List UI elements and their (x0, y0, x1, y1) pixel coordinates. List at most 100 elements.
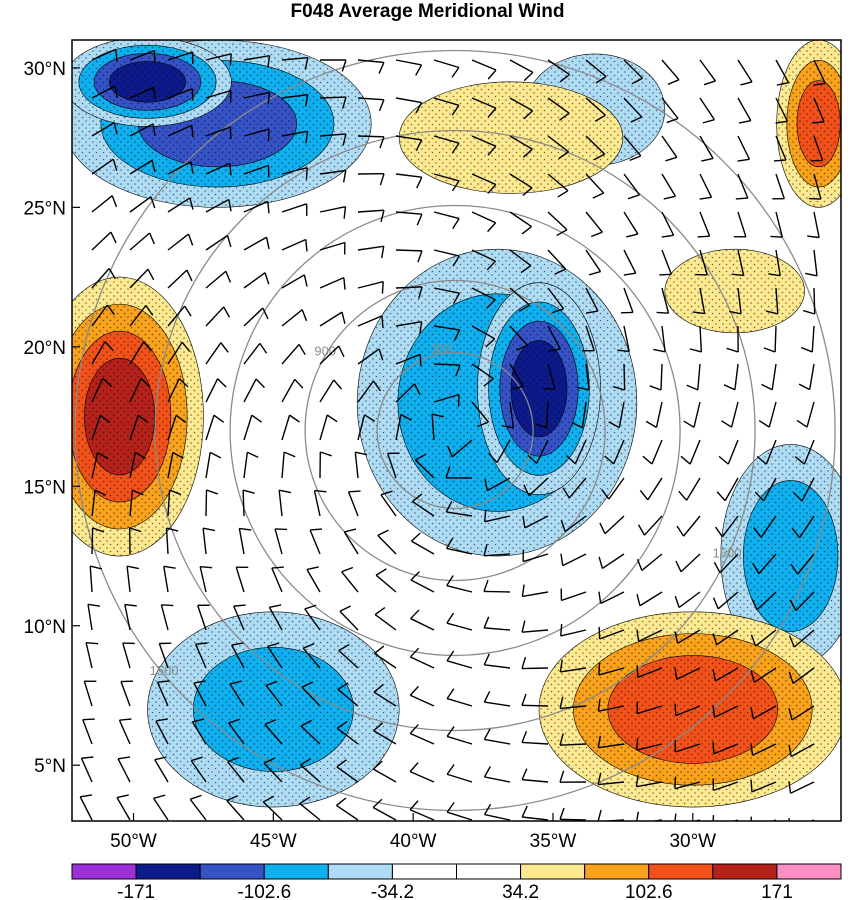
wind-barb (521, 730, 549, 745)
wind-barb (336, 759, 359, 783)
wind-barb (522, 549, 549, 563)
wind-barb (559, 696, 587, 710)
wind-barb (167, 341, 191, 365)
wind-barb (336, 720, 359, 745)
field-contour (398, 81, 624, 194)
colorbar-swatch (584, 863, 650, 880)
wind-barb (674, 629, 701, 644)
wind-barb (547, 135, 570, 160)
wind-barb (577, 363, 590, 391)
wind-barb (758, 401, 777, 428)
wind-barb (712, 629, 739, 646)
wind-barb (205, 451, 222, 479)
colorbar-swatch (648, 863, 714, 880)
wind-barb (763, 325, 777, 353)
wind-barb (752, 553, 777, 575)
wind-barb (608, 401, 625, 429)
wind-barb (309, 528, 323, 555)
wind-barb (226, 795, 245, 821)
wind-barb (675, 553, 701, 573)
wind-barb (167, 161, 194, 175)
wind-barb (129, 268, 155, 289)
wind-barb (623, 211, 639, 238)
wind-barb (661, 211, 675, 238)
wind-barb (357, 245, 385, 259)
wind-barb (521, 656, 549, 670)
wind-field-pos-w (72, 276, 204, 557)
wind-barb (559, 623, 587, 637)
wind-barb (395, 353, 422, 367)
wind-barb (765, 287, 779, 315)
wind-barb (242, 489, 255, 517)
wind-barb (676, 515, 701, 537)
wind-barb (559, 770, 587, 783)
wind-barb (264, 719, 283, 745)
wind-barb (674, 591, 701, 609)
wind-barb (386, 452, 400, 479)
wind-barb (656, 287, 670, 314)
wind-barb (445, 466, 473, 479)
wind-barb (509, 211, 532, 235)
wind-barb (661, 97, 679, 124)
wind-barb (281, 343, 306, 365)
wind-barb (768, 249, 781, 277)
wind-barb (446, 575, 473, 593)
wind-barb (446, 650, 473, 669)
wind-barb (91, 304, 115, 327)
wind-barb (263, 757, 283, 783)
wind-barb (409, 800, 435, 821)
wind-barb (281, 378, 304, 403)
field-contour (78, 45, 217, 119)
wind-barb (243, 378, 265, 403)
wind-barb (598, 626, 625, 640)
wind-barb (433, 393, 460, 407)
wind-barb (395, 97, 423, 114)
wind-barb (547, 249, 567, 275)
wind-barb (281, 238, 308, 252)
wind-barb (91, 158, 118, 175)
x-tick-label: 45°W (250, 831, 297, 852)
wind-barb (447, 439, 473, 458)
wind-barb (202, 527, 216, 555)
wind-barb (243, 164, 270, 178)
x-tick-label: 50°W (110, 831, 157, 852)
wind-barb (582, 325, 595, 352)
wind-barb (243, 272, 270, 289)
colorbar-swatch (327, 863, 393, 880)
wind-barb (336, 797, 359, 821)
field-contour (109, 61, 186, 103)
wind-barb (623, 97, 643, 123)
wind-barb (281, 414, 300, 441)
wind-barb (343, 528, 359, 555)
wind-barb (357, 209, 385, 223)
wind-barb (509, 59, 534, 82)
stipple-band (193, 647, 354, 772)
wind-barb (347, 490, 361, 517)
wind-barb (674, 740, 701, 753)
wind-barb (82, 718, 95, 745)
wind-barb (446, 801, 473, 821)
wind-barb (129, 341, 152, 365)
wind-barb (597, 772, 625, 786)
wind-barb (808, 173, 822, 200)
wind-barb (810, 135, 824, 162)
field-contour (499, 320, 579, 457)
wind-barb (205, 162, 232, 176)
wind-barb (585, 287, 599, 314)
colorbar-label: 102.6 (625, 882, 673, 900)
wind-barb (235, 566, 249, 593)
wind-barb (155, 718, 169, 745)
wind-barb (433, 363, 461, 377)
wind-barb (756, 439, 777, 465)
wind-barb (281, 274, 308, 289)
field-contour (477, 282, 601, 495)
field-contour (664, 248, 805, 334)
plot-frame (71, 39, 842, 822)
wind-barb (509, 97, 534, 120)
wind-barb (243, 91, 271, 105)
wind-barb (243, 236, 270, 251)
wind-barb (560, 553, 587, 567)
y-tick-label: 30°N (24, 59, 66, 80)
wind-barb (156, 680, 170, 707)
wind-barb (483, 766, 511, 783)
